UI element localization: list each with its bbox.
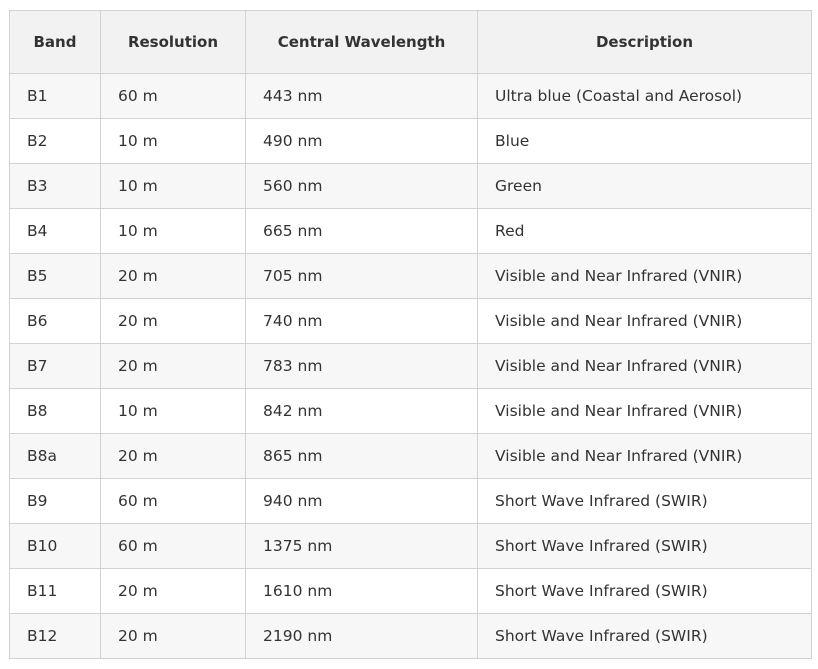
cell-band: B11 — [9, 568, 101, 614]
cell-resolution: 60 m — [100, 478, 246, 524]
table-row: B1 60 m 443 nm Ultra blue (Coastal and Aero… — [9, 73, 812, 119]
cell-resolution: 20 m — [100, 433, 246, 479]
cell-band: B4 — [9, 208, 101, 254]
cell-description: Short Wave Infrared (SWIR) — [477, 568, 812, 614]
cell-band: B10 — [9, 523, 101, 569]
cell-central-wavelength: 865 nm — [245, 433, 478, 479]
table-row: B12 20 m 2190 nm Short Wave Infrared (SWIR) — [9, 613, 812, 659]
cell-central-wavelength: 705 nm — [245, 253, 478, 299]
table-row: B9 60 m 940 nm Short Wave Infrared (SWIR) — [9, 478, 812, 524]
cell-resolution: 20 m — [100, 343, 246, 389]
table-body: B1 60 m 443 nm Ultra blue (Coastal and Aero… — [9, 73, 812, 659]
cell-resolution: 20 m — [100, 253, 246, 299]
cell-central-wavelength: 940 nm — [245, 478, 478, 524]
cell-central-wavelength: 665 nm — [245, 208, 478, 254]
header-band: Band — [9, 10, 101, 74]
header-resolution: Resolution — [100, 10, 246, 74]
table-row: B8a 20 m 865 nm Visible and Near Infrared (… — [9, 433, 812, 479]
cell-band: B1 — [9, 73, 101, 119]
cell-resolution: 10 m — [100, 118, 246, 164]
cell-band: B9 — [9, 478, 101, 524]
cell-resolution: 60 m — [100, 73, 246, 119]
cell-resolution: 10 m — [100, 388, 246, 434]
cell-resolution: 10 m — [100, 163, 246, 209]
cell-central-wavelength: 560 nm — [245, 163, 478, 209]
cell-central-wavelength: 842 nm — [245, 388, 478, 434]
table-row: B3 10 m 560 nm Green — [9, 163, 812, 209]
cell-description: Short Wave Infrared (SWIR) — [477, 478, 812, 524]
cell-description: Short Wave Infrared (SWIR) — [477, 613, 812, 659]
cell-description: Green — [477, 163, 812, 209]
cell-central-wavelength: 443 nm — [245, 73, 478, 119]
cell-description: Short Wave Infrared (SWIR) — [477, 523, 812, 569]
cell-description: Visible and Near Infrared (VNIR) — [477, 343, 812, 389]
cell-description: Visible and Near Infrared (VNIR) — [477, 298, 812, 344]
cell-description: Ultra blue (Coastal and Aerosol) — [477, 73, 812, 119]
cell-central-wavelength: 1610 nm — [245, 568, 478, 614]
cell-central-wavelength: 2190 nm — [245, 613, 478, 659]
cell-description: Visible and Near Infrared (VNIR) — [477, 388, 812, 434]
cell-band: B5 — [9, 253, 101, 299]
table-row: B6 20 m 740 nm Visible and Near Infrared (V… — [9, 298, 812, 344]
cell-resolution: 20 m — [100, 568, 246, 614]
cell-description: Blue — [477, 118, 812, 164]
table-row: B8 10 m 842 nm Visible and Near Infrared (V… — [9, 388, 812, 434]
table-header-row: Band Resolution Central Wavelength Descr… — [9, 10, 812, 74]
cell-band: B2 — [9, 118, 101, 164]
table-row: B10 60 m 1375 nm Short Wave Infrared (SWIR) — [9, 523, 812, 569]
cell-description: Red — [477, 208, 812, 254]
table-row: B4 10 m 665 nm Red — [9, 208, 812, 254]
bands-table: Band Resolution Central Wavelength Descr… — [9, 10, 812, 659]
cell-band: B8 — [9, 388, 101, 434]
cell-central-wavelength: 740 nm — [245, 298, 478, 344]
cell-resolution: 10 m — [100, 208, 246, 254]
table-row: B7 20 m 783 nm Visible and Near Infrared (V… — [9, 343, 812, 389]
bands-table-container: Band Resolution Central Wavelength Descr… — [9, 10, 812, 659]
header-description: Description — [477, 10, 812, 74]
cell-band: B7 — [9, 343, 101, 389]
cell-resolution: 60 m — [100, 523, 246, 569]
cell-central-wavelength: 1375 nm — [245, 523, 478, 569]
header-central-wavelength: Central Wavelength — [245, 10, 478, 74]
table-row: B5 20 m 705 nm Visible and Near Infrared (V… — [9, 253, 812, 299]
cell-description: Visible and Near Infrared (VNIR) — [477, 253, 812, 299]
cell-band: B6 — [9, 298, 101, 344]
cell-description: Visible and Near Infrared (VNIR) — [477, 433, 812, 479]
table-row: B11 20 m 1610 nm Short Wave Infrared (SWIR) — [9, 568, 812, 614]
cell-band: B12 — [9, 613, 101, 659]
cell-resolution: 20 m — [100, 298, 246, 344]
cell-resolution: 20 m — [100, 613, 246, 659]
cell-band: B8a — [9, 433, 101, 479]
cell-central-wavelength: 783 nm — [245, 343, 478, 389]
table-row: B2 10 m 490 nm Blue — [9, 118, 812, 164]
cell-band: B3 — [9, 163, 101, 209]
cell-central-wavelength: 490 nm — [245, 118, 478, 164]
